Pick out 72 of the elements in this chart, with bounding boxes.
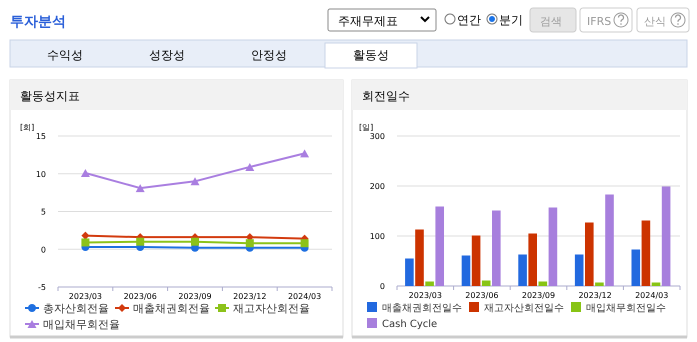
bar <box>435 206 444 286</box>
bar <box>472 236 480 286</box>
text: 연간 <box>457 13 481 27</box>
y-tick-label: 15 <box>36 132 46 141</box>
y-tick-label: 10 <box>36 170 46 179</box>
legend-label: 매출채권회전일수 <box>382 303 462 314</box>
chart-title: 활동성지표 <box>20 89 80 103</box>
bar <box>662 186 670 286</box>
text: IFRS <box>587 15 612 28</box>
legend-label: 매입채무회전율 <box>43 318 120 331</box>
bar <box>595 282 604 286</box>
text: 활동성 <box>353 48 389 62</box>
chart-title: 회전일수 <box>362 89 410 103</box>
text: 수익성 <box>47 48 83 62</box>
legend-label: 총자산회전율 <box>43 302 109 315</box>
x-tick-label: 2023/06 <box>124 292 157 301</box>
point <box>81 238 90 246</box>
bar <box>518 254 527 286</box>
bar <box>584 222 594 286</box>
y-tick-label: 200 <box>370 182 385 191</box>
point <box>136 184 145 192</box>
bar <box>528 234 537 286</box>
point <box>300 149 310 158</box>
bar <box>574 254 584 286</box>
point <box>246 239 254 248</box>
text: 검색 <box>540 15 562 28</box>
text: 안정성 <box>251 48 287 62</box>
legend-label: 매입채무회전일수 <box>586 303 666 314</box>
y-tick-label: -5 <box>38 283 46 292</box>
x-tick-label: 2023/09 <box>178 292 212 301</box>
y-tick-label: 100 <box>370 232 385 241</box>
text: 성장성 <box>149 48 185 62</box>
y-axis-title: [회] <box>20 123 34 132</box>
bar <box>642 220 650 286</box>
text: 투자분석 <box>10 14 66 30</box>
y-tick-label: 300 <box>370 132 385 141</box>
bar <box>538 282 548 286</box>
bar <box>405 258 414 286</box>
x-tick-label: 2023/12 <box>233 292 266 301</box>
bar <box>631 250 640 286</box>
bar <box>482 280 491 286</box>
bar <box>425 282 434 286</box>
bar <box>492 210 501 286</box>
x-tick-label: 2023/03 <box>68 292 102 301</box>
point <box>191 238 199 246</box>
legend-label: 재고자산회전율 <box>233 302 310 315</box>
text: 주재무제표 <box>338 14 398 28</box>
text: 분기 <box>499 13 523 27</box>
x-tick-label: 2023/12 <box>578 291 612 300</box>
y-axis-title: [일] <box>359 123 374 132</box>
point <box>300 239 309 248</box>
y-tick-label: 5 <box>40 208 46 216</box>
point <box>136 238 144 246</box>
bar <box>415 230 424 286</box>
bar <box>462 256 470 286</box>
x-tick-label: 2023/03 <box>408 291 442 300</box>
legend-label: 매출채권회전율 <box>133 302 210 315</box>
bar <box>605 194 614 286</box>
bar <box>548 208 558 286</box>
point <box>245 162 254 171</box>
bar <box>652 282 660 286</box>
y-tick-label: 0 <box>380 282 385 291</box>
x-tick-label: 2023/09 <box>522 291 556 300</box>
point <box>80 168 90 177</box>
legend-label: Cash Cycle <box>382 319 438 330</box>
x-tick-label: 2024/03 <box>288 292 322 301</box>
point <box>190 177 200 186</box>
legend-label: 재고자산회전일수 <box>484 303 564 314</box>
x-tick-label: 2024/03 <box>635 291 668 300</box>
y-tick-label: 0 <box>40 245 46 254</box>
text: 산식 <box>644 15 666 28</box>
x-tick-label: 2023/06 <box>465 291 499 300</box>
